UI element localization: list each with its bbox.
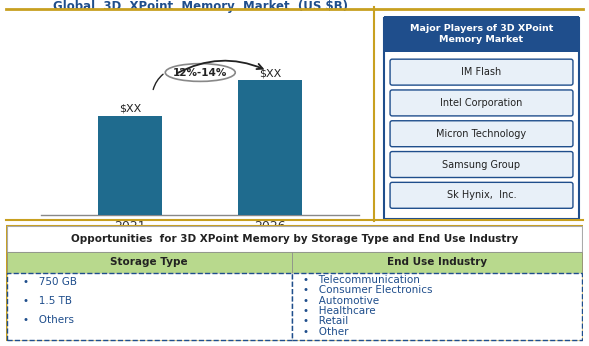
FancyBboxPatch shape	[390, 182, 573, 208]
FancyBboxPatch shape	[390, 152, 573, 177]
FancyBboxPatch shape	[384, 18, 579, 219]
Text: Storage Type: Storage Type	[110, 257, 187, 267]
FancyBboxPatch shape	[7, 226, 582, 252]
FancyBboxPatch shape	[7, 273, 292, 340]
Text: Major Players of 3D XPoint
Memory Market: Major Players of 3D XPoint Memory Market	[410, 24, 553, 44]
Text: $XX: $XX	[259, 68, 282, 78]
Text: $XX: $XX	[119, 103, 141, 113]
FancyBboxPatch shape	[384, 16, 579, 52]
Text: •   Retail: • Retail	[303, 316, 349, 326]
Text: •   750 GB: • 750 GB	[23, 277, 77, 287]
Ellipse shape	[166, 64, 235, 81]
FancyBboxPatch shape	[7, 252, 292, 273]
Text: •   Automotive: • Automotive	[303, 295, 379, 306]
FancyBboxPatch shape	[390, 90, 573, 116]
Text: •   Healthcare: • Healthcare	[303, 306, 376, 316]
FancyBboxPatch shape	[7, 226, 582, 340]
Text: •   Other: • Other	[303, 327, 349, 337]
Text: •   1.5 TB: • 1.5 TB	[23, 296, 72, 306]
Text: •   Others: • Others	[23, 315, 74, 325]
FancyBboxPatch shape	[390, 59, 573, 85]
FancyBboxPatch shape	[292, 273, 582, 340]
Text: Sk Hynix,  Inc.: Sk Hynix, Inc.	[446, 190, 517, 200]
Text: Micron Technology: Micron Technology	[436, 129, 527, 139]
FancyBboxPatch shape	[292, 252, 582, 273]
Text: End Use Industry: End Use Industry	[388, 257, 488, 267]
Text: Samsung Group: Samsung Group	[442, 160, 521, 170]
Text: •   Telecommunication: • Telecommunication	[303, 275, 420, 285]
Text: Opportunities  for 3D XPoint Memory by Storage Type and End Use Industry: Opportunities for 3D XPoint Memory by St…	[71, 234, 518, 244]
Bar	[239, 80, 302, 215]
Text: Source: Lucintel: Source: Lucintel	[283, 233, 366, 242]
Bar	[98, 116, 162, 215]
Title: Global  3D  XPoint  Memory  Market  (US $B): Global 3D XPoint Memory Market (US $B)	[53, 0, 348, 13]
Text: Intel Corporation: Intel Corporation	[441, 98, 522, 108]
Text: 12%-14%: 12%-14%	[173, 67, 227, 78]
FancyBboxPatch shape	[390, 121, 573, 147]
Text: •   Consumer Electronics: • Consumer Electronics	[303, 285, 433, 295]
Text: IM Flash: IM Flash	[461, 67, 502, 77]
